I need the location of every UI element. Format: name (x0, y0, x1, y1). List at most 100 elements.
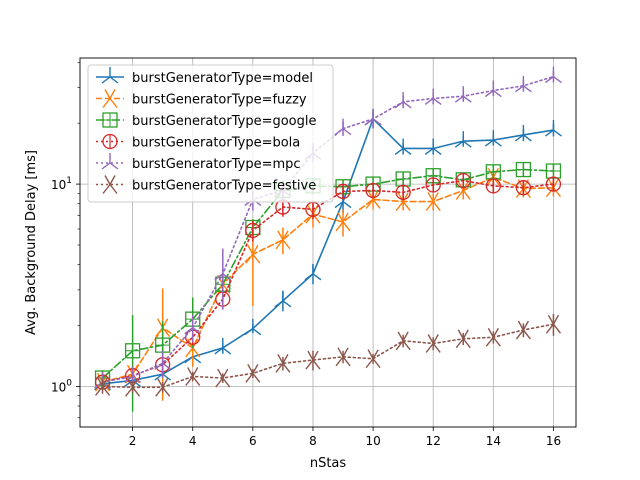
series-line (101, 117, 555, 385)
x-marker (515, 320, 531, 340)
tri-down-marker (484, 130, 502, 147)
y-tick-label-exponent: 1 (66, 176, 72, 186)
x-marker (125, 377, 141, 397)
data-point (394, 91, 412, 109)
data-point (545, 66, 562, 84)
x-marker (455, 181, 471, 200)
legend-label: burstGeneratorType=model (132, 71, 313, 86)
tri-down-marker (304, 263, 322, 281)
x-marker (102, 89, 118, 108)
x-tick-label: 12 (426, 434, 441, 448)
data-point (455, 329, 471, 349)
data-point (394, 138, 412, 156)
y-tick-label: 100 (51, 378, 72, 394)
data-point (424, 138, 442, 156)
data-point (365, 182, 381, 199)
x-marker (94, 377, 111, 396)
x-marker (245, 364, 261, 383)
data-point (274, 290, 292, 308)
tri-down-marker (394, 138, 412, 156)
legend: burstGeneratorType=model burstGeneratorTy… (87, 64, 334, 203)
x-marker (425, 192, 441, 211)
data-point (515, 180, 532, 196)
data-point (484, 130, 502, 147)
data-point (365, 190, 381, 209)
data-point (245, 244, 261, 264)
data-point (364, 108, 382, 126)
data-point (425, 334, 441, 353)
data-point (365, 349, 381, 369)
legend-label: burstGeneratorType=fuzzy (132, 93, 307, 108)
x-marker (305, 350, 321, 370)
series-line (101, 323, 555, 389)
x-marker (335, 212, 351, 232)
legend-entry: burstGeneratorType=google (96, 112, 317, 129)
x-tick-label: 10 (365, 434, 380, 448)
x-marker (335, 347, 351, 367)
data-point (485, 178, 501, 194)
data-point (334, 118, 352, 136)
tri-down-marker (394, 91, 412, 109)
legend-entry: burstGeneratorType=bola (96, 133, 300, 151)
data-point (335, 212, 351, 232)
square-marker-cross (546, 164, 561, 179)
tri-down-marker (545, 120, 562, 137)
tri-down-marker (214, 263, 232, 281)
plot-frame (79, 57, 577, 428)
tri-down-marker (154, 353, 172, 370)
square-marker-cross (125, 343, 140, 358)
y-tick-label-exponent: 0 (66, 378, 72, 388)
tri-down-marker (514, 124, 532, 142)
tri-down-marker (101, 67, 119, 84)
data-point (214, 337, 232, 355)
x-marker (455, 329, 471, 349)
legend-label: burstGeneratorType=mpc (132, 157, 301, 172)
data-point (214, 263, 232, 281)
data-point (425, 177, 441, 193)
data-point (485, 327, 501, 347)
square-marker-cross (486, 164, 501, 179)
x-marker (275, 230, 291, 250)
x-marker (215, 368, 231, 388)
tri-down-marker (214, 337, 232, 355)
data-point (515, 320, 531, 340)
data-point (545, 176, 562, 192)
legend-box (87, 64, 334, 203)
data-point (245, 222, 261, 239)
data-point (395, 184, 411, 201)
data-point (215, 368, 231, 388)
data-point (335, 347, 351, 367)
x-marker (102, 175, 118, 194)
data-point (455, 172, 471, 189)
data-point (275, 354, 291, 373)
data-point (124, 343, 141, 359)
data-point (454, 86, 472, 103)
data-point (395, 192, 411, 211)
legend-entry: burstGeneratorType=model (96, 67, 313, 86)
x-marker (155, 377, 171, 397)
data-point (275, 230, 291, 250)
x-marker (395, 192, 411, 211)
data-point (515, 161, 532, 178)
tri-down-marker (244, 318, 262, 336)
x-marker (275, 354, 291, 373)
data-point (545, 120, 562, 137)
y-tick-label: 101 (51, 176, 72, 192)
x-marker (245, 244, 261, 264)
data-point (484, 80, 502, 98)
data-point (335, 183, 351, 200)
data-point (94, 377, 111, 396)
legend-entry: burstGeneratorType=fuzzy (96, 89, 307, 108)
tri-down-marker (454, 131, 472, 148)
data-point (245, 364, 261, 383)
legend-label: burstGeneratorType=bola (132, 136, 300, 151)
tri-down-marker (424, 138, 442, 156)
x-marker (545, 314, 562, 334)
y-axis-label: Avg. Background Delay [ms] (24, 150, 39, 335)
data-point (514, 75, 532, 93)
square-marker-cross (155, 338, 170, 353)
x-tick-label: 2 (129, 434, 137, 448)
data-point (155, 377, 171, 397)
tri-down-marker (545, 66, 562, 84)
